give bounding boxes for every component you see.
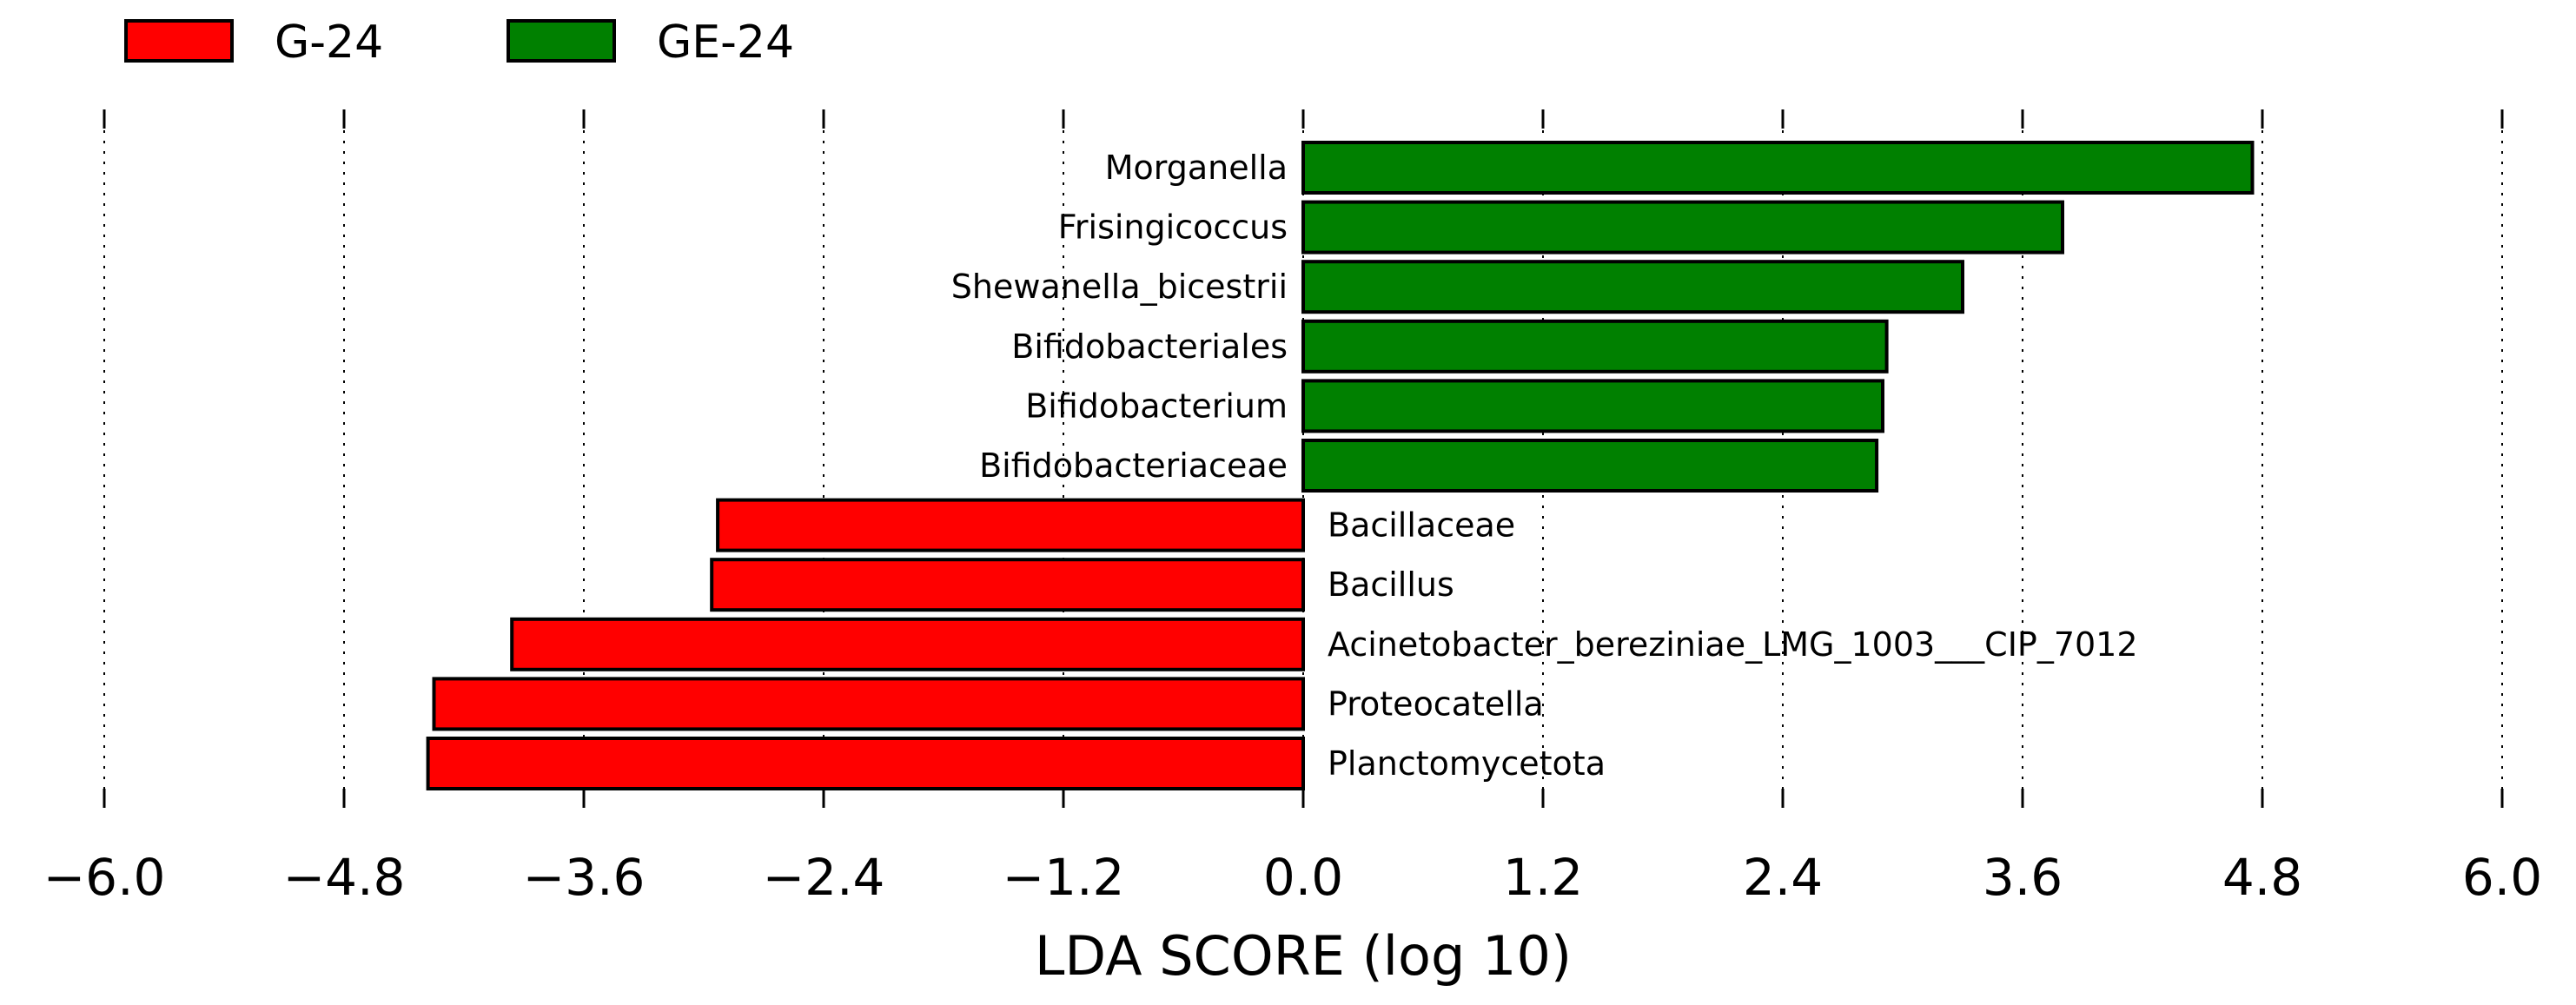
bar-bacillaceae <box>716 498 1305 552</box>
bar-morganella <box>1301 141 2255 195</box>
category-label: Bacillus <box>1328 565 1454 604</box>
legend-label: GE-24 <box>657 17 794 69</box>
bar-acinetobacter-bereziniae-lmg-1003-cip-7012 <box>510 617 1305 671</box>
legend: G-24 GE-24 <box>124 17 794 69</box>
category-label: Morganella <box>1105 149 1288 187</box>
x-axis-title: LDA SCORE (log 10) <box>1035 924 1572 988</box>
category-label: Planctomycetota <box>1328 744 1606 783</box>
legend-swatch-ge-24 <box>507 19 616 63</box>
bar-bifidobacteriaceae <box>1301 439 1879 493</box>
x-tick-label: −3.6 <box>523 848 646 907</box>
legend-swatch-g-24 <box>124 19 234 63</box>
category-label: Bifidobacteriales <box>1011 327 1288 366</box>
x-tick-label: −6.0 <box>43 848 166 907</box>
bar-planctomycetota <box>426 737 1306 790</box>
x-tick-label: 0.0 <box>1263 848 1343 907</box>
x-tick-label: −1.2 <box>1003 848 1125 907</box>
category-label: Bifidobacterium <box>1025 387 1288 425</box>
x-tick-label: 4.8 <box>2222 848 2302 907</box>
bar-proteocatella <box>432 677 1305 731</box>
category-label: Acinetobacter_bereziniae_LMG_1003___CIP_… <box>1328 625 2138 664</box>
x-tick-label: 2.4 <box>1743 848 1823 907</box>
category-label: Shewanella_bicestrii <box>951 268 1288 306</box>
category-labels: Morganella Frisingicoccus Shewanella_bices… <box>951 149 2138 783</box>
x-tick-label: 6.0 <box>2462 848 2542 907</box>
category-label: Bifidobacteriaceae <box>979 446 1288 485</box>
x-axis-ticks: −6.0 −4.8 −3.6 −2.4 −1.2 0.0 1.2 2.4 3.6 4.8 6.0 <box>43 848 2543 907</box>
bar-bacillus <box>710 558 1305 612</box>
bar-bifidobacterium <box>1301 379 1884 433</box>
legend-label: G-24 <box>275 17 383 69</box>
bar-frisingicoccus <box>1301 200 2064 255</box>
category-label: Bacillaceae <box>1328 506 1515 545</box>
bar-shewanella-bicestrii <box>1301 260 1964 314</box>
category-label: Frisingicoccus <box>1058 208 1288 247</box>
x-tick-label: −2.4 <box>763 848 885 907</box>
category-label: Proteocatella <box>1328 684 1544 723</box>
bars <box>426 141 2255 790</box>
x-tick-label: 1.2 <box>1503 848 1583 907</box>
x-tick-label: −4.8 <box>283 848 406 907</box>
bar-bifidobacteriales <box>1301 319 1889 374</box>
x-tick-label: 3.6 <box>1983 848 2063 907</box>
